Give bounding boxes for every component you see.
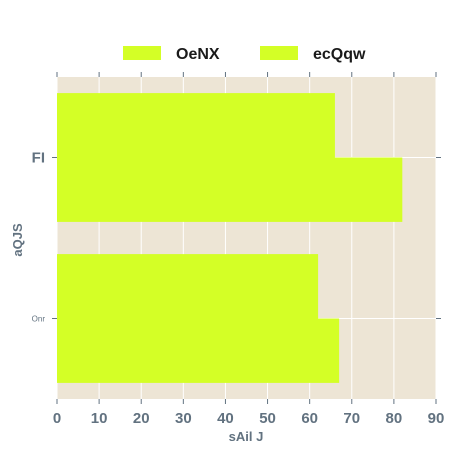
x-tick-label: 10 <box>91 410 108 427</box>
x-tick-label: 50 <box>259 410 276 427</box>
legend-label: OeNX <box>176 46 220 63</box>
legend-label: ecQqw <box>313 46 366 63</box>
y-axis-ticks: Onr FI <box>32 150 441 324</box>
bar-OeNX-FI <box>57 93 335 158</box>
x-axis-title: sAil J <box>229 429 264 444</box>
y-tick-label: Onr <box>32 315 46 324</box>
x-axis-ticks: 0 10 20 30 40 50 60 70 80 90 <box>53 72 445 427</box>
x-tick-label: 40 <box>217 410 234 427</box>
legend-swatch-OeNX <box>123 46 161 60</box>
bar-ecQqw-Onr <box>57 318 340 383</box>
bar-ecQqw-FI <box>57 157 403 222</box>
y-tick-label: FI <box>32 150 45 167</box>
x-tick-label: 20 <box>133 410 150 427</box>
x-tick-label: 80 <box>386 410 403 427</box>
x-tick-label: 30 <box>175 410 192 427</box>
x-tick-label: 0 <box>53 410 61 427</box>
x-tick-label: 90 <box>428 410 445 427</box>
legend-swatch-ecQqw <box>260 46 298 60</box>
bars <box>57 93 403 383</box>
legend: OeNX ecQqw <box>123 46 366 63</box>
x-tick-label: 70 <box>343 410 360 427</box>
x-tick-label: 60 <box>301 410 318 427</box>
bar-OeNX-Onr <box>57 254 319 319</box>
y-axis-title: aQJS <box>10 223 25 257</box>
